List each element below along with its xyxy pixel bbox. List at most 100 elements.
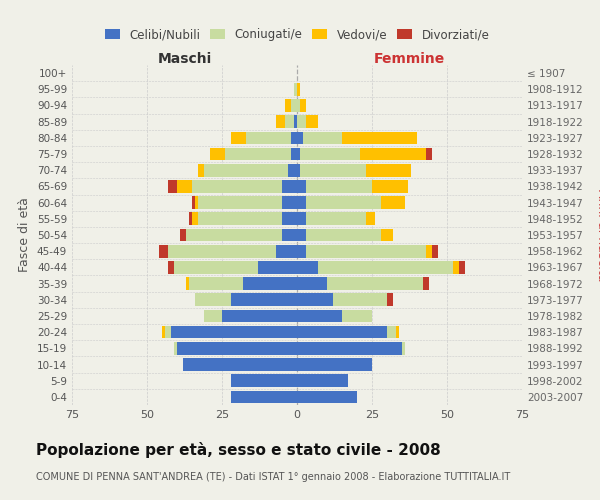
Bar — [297, 294, 333, 306]
Bar — [168, 245, 276, 258]
Bar — [297, 212, 306, 225]
Bar — [285, 116, 294, 128]
Bar — [459, 261, 465, 274]
Bar — [297, 261, 318, 274]
Bar — [276, 116, 285, 128]
Bar — [297, 390, 357, 403]
Bar — [231, 294, 297, 306]
Bar — [297, 116, 306, 128]
Bar — [195, 196, 198, 209]
Bar — [306, 245, 426, 258]
Bar — [276, 245, 297, 258]
Bar — [303, 132, 342, 144]
Bar — [192, 196, 195, 209]
Bar — [222, 310, 297, 322]
Bar — [165, 326, 171, 338]
Bar — [396, 326, 399, 338]
Bar — [291, 148, 297, 160]
Bar — [432, 245, 438, 258]
Bar — [198, 212, 282, 225]
Bar — [342, 132, 417, 144]
Bar — [186, 278, 189, 290]
Bar — [297, 132, 303, 144]
Bar — [297, 228, 306, 241]
Bar — [297, 326, 387, 338]
Bar — [243, 278, 297, 290]
Bar — [177, 180, 192, 192]
Bar — [231, 132, 246, 144]
Bar — [294, 83, 297, 96]
Bar — [183, 358, 297, 371]
Bar — [300, 99, 306, 112]
Bar — [231, 390, 297, 403]
Bar — [174, 342, 177, 354]
Bar — [162, 326, 165, 338]
Bar — [297, 310, 342, 322]
Bar — [333, 294, 387, 306]
Text: Maschi: Maschi — [157, 52, 212, 66]
Bar — [297, 358, 372, 371]
Bar — [453, 261, 459, 274]
Bar — [402, 342, 405, 354]
Bar — [327, 278, 423, 290]
Bar — [306, 212, 366, 225]
Bar — [258, 261, 297, 274]
Bar — [192, 212, 198, 225]
Bar — [198, 164, 204, 176]
Bar — [297, 245, 306, 258]
Bar — [381, 196, 405, 209]
Bar — [300, 148, 360, 160]
Bar — [168, 261, 174, 274]
Bar — [225, 148, 291, 160]
Bar — [189, 212, 192, 225]
Y-axis label: Fasce di età: Fasce di età — [19, 198, 31, 272]
Bar — [366, 212, 375, 225]
Bar — [297, 99, 300, 112]
Bar — [231, 374, 297, 387]
Bar — [387, 294, 393, 306]
Bar — [423, 278, 429, 290]
Bar — [306, 116, 318, 128]
Bar — [297, 342, 402, 354]
Bar — [297, 148, 300, 160]
Text: Popolazione per età, sesso e stato civile - 2008: Popolazione per età, sesso e stato civil… — [36, 442, 441, 458]
Bar — [168, 180, 177, 192]
Bar — [195, 294, 231, 306]
Bar — [387, 326, 396, 338]
Bar — [186, 228, 282, 241]
Bar — [204, 164, 288, 176]
Bar — [159, 245, 168, 258]
Bar — [426, 148, 432, 160]
Bar — [306, 180, 372, 192]
Bar — [282, 212, 297, 225]
Bar — [426, 245, 432, 258]
Bar — [282, 228, 297, 241]
Bar — [171, 326, 297, 338]
Bar — [282, 196, 297, 209]
Bar — [297, 196, 306, 209]
Bar — [300, 164, 366, 176]
Y-axis label: Anni di nascita: Anni di nascita — [595, 188, 600, 281]
Legend: Celibi/Nubili, Coniugati/e, Vedovi/e, Divorziati/e: Celibi/Nubili, Coniugati/e, Vedovi/e, Di… — [100, 24, 494, 46]
Bar — [291, 99, 297, 112]
Text: COMUNE DI PENNA SANT'ANDREA (TE) - Dati ISTAT 1° gennaio 2008 - Elaborazione TUT: COMUNE DI PENNA SANT'ANDREA (TE) - Dati … — [36, 472, 510, 482]
Bar — [342, 310, 372, 322]
Bar — [285, 99, 291, 112]
Bar — [306, 228, 381, 241]
Bar — [282, 180, 297, 192]
Bar — [372, 180, 408, 192]
Bar — [288, 164, 297, 176]
Bar — [297, 83, 300, 96]
Bar — [174, 261, 258, 274]
Bar — [192, 180, 282, 192]
Bar — [360, 148, 426, 160]
Bar — [297, 278, 327, 290]
Bar — [306, 196, 381, 209]
Bar — [291, 132, 297, 144]
Bar — [318, 261, 453, 274]
Bar — [246, 132, 291, 144]
Bar — [297, 374, 348, 387]
Bar — [204, 310, 222, 322]
Bar — [189, 278, 243, 290]
Bar — [294, 116, 297, 128]
